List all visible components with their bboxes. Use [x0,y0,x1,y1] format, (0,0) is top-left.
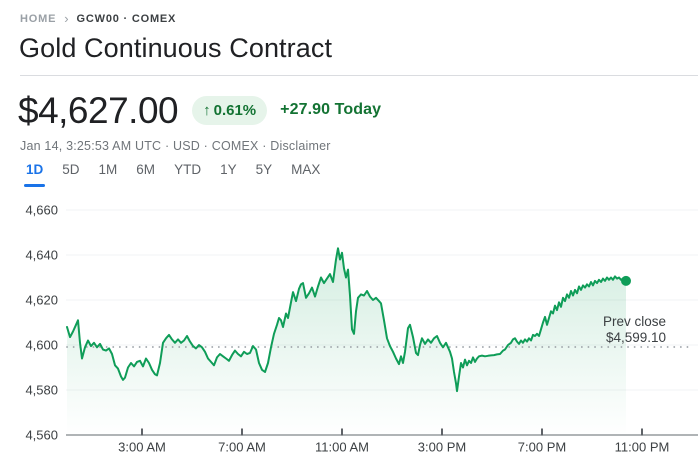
current-price-dot [621,275,631,286]
chevron-right-icon: › [64,11,69,26]
tab-5y[interactable]: 5Y [256,161,273,187]
meta-separator: · [161,139,173,153]
price-line [66,247,627,393]
tab-ytd[interactable]: YTD [174,161,201,187]
meta-separator: · [200,139,212,153]
y-axis-label: 4,560 [25,428,58,443]
tab-1y[interactable]: 1Y [220,161,237,187]
quote-row: $4,627.00 ↑ 0.61% +27.90 Today [18,88,381,132]
x-axis-label: 7:00 PM [518,440,566,455]
meta-separator: · [258,139,271,153]
breadcrumb-symbol: GCW00 · COMEX [76,12,177,25]
up-arrow-icon: ↑ [203,101,211,119]
tab-6m[interactable]: 6M [136,161,155,187]
tab-max[interactable]: MAX [291,161,320,187]
change-percent: 0.61% [213,101,257,119]
prev-close-label: Prev close [603,314,666,329]
title-divider [20,75,698,76]
price-value: $4,627.00 [18,89,179,131]
change-percent-badge: ↑ 0.61% [192,95,268,125]
y-axis-label: 4,620 [25,293,58,308]
tab-1d[interactable]: 1D [23,161,46,187]
tab-1m[interactable]: 1M [99,161,118,187]
breadcrumb: HOME › GCW00 · COMEX [20,11,176,26]
chart-area: 4,660 4,640 4,620 4,600 4,580 4,560 Prev close… [0,195,698,467]
meta-text: COMEX [211,139,259,153]
disclaimer-link[interactable]: Disclaimer [270,139,331,153]
y-axis-label: 4,640 [25,248,58,263]
meta-text: Jan 14, 3:25:53 AM UTC [20,139,162,153]
prev-close-label: $4,599.10 [606,330,666,345]
x-axis-label: 3:00 AM [118,440,166,455]
breadcrumb-home-link[interactable]: HOME [20,12,57,25]
y-axis-label: 4,600 [25,338,58,353]
page-title: Gold Continuous Contract [19,33,333,63]
range-tabs: 1D 5D 1M 6M YTD 1Y 5Y MAX [23,161,320,187]
y-axis-label: 4,580 [25,383,58,398]
x-axis-label: 11:00 PM [615,440,670,455]
price-chart[interactable]: 4,660 4,640 4,620 4,600 4,580 4,560 Prev close… [0,195,698,467]
change-absolute: +27.90 Today [280,101,382,118]
price-area-fill [67,248,626,435]
y-axis-label: 4,660 [25,203,58,218]
tab-5d[interactable]: 5D [62,161,79,187]
x-axis-label: 11:00 AM [315,440,369,455]
x-axis-label: 7:00 AM [218,440,266,455]
x-axis-label: 3:00 PM [418,440,466,455]
quote-meta: Jan 14, 3:25:53 AM UTC · USD · COMEX · D… [20,139,331,153]
meta-text: USD [173,139,200,153]
